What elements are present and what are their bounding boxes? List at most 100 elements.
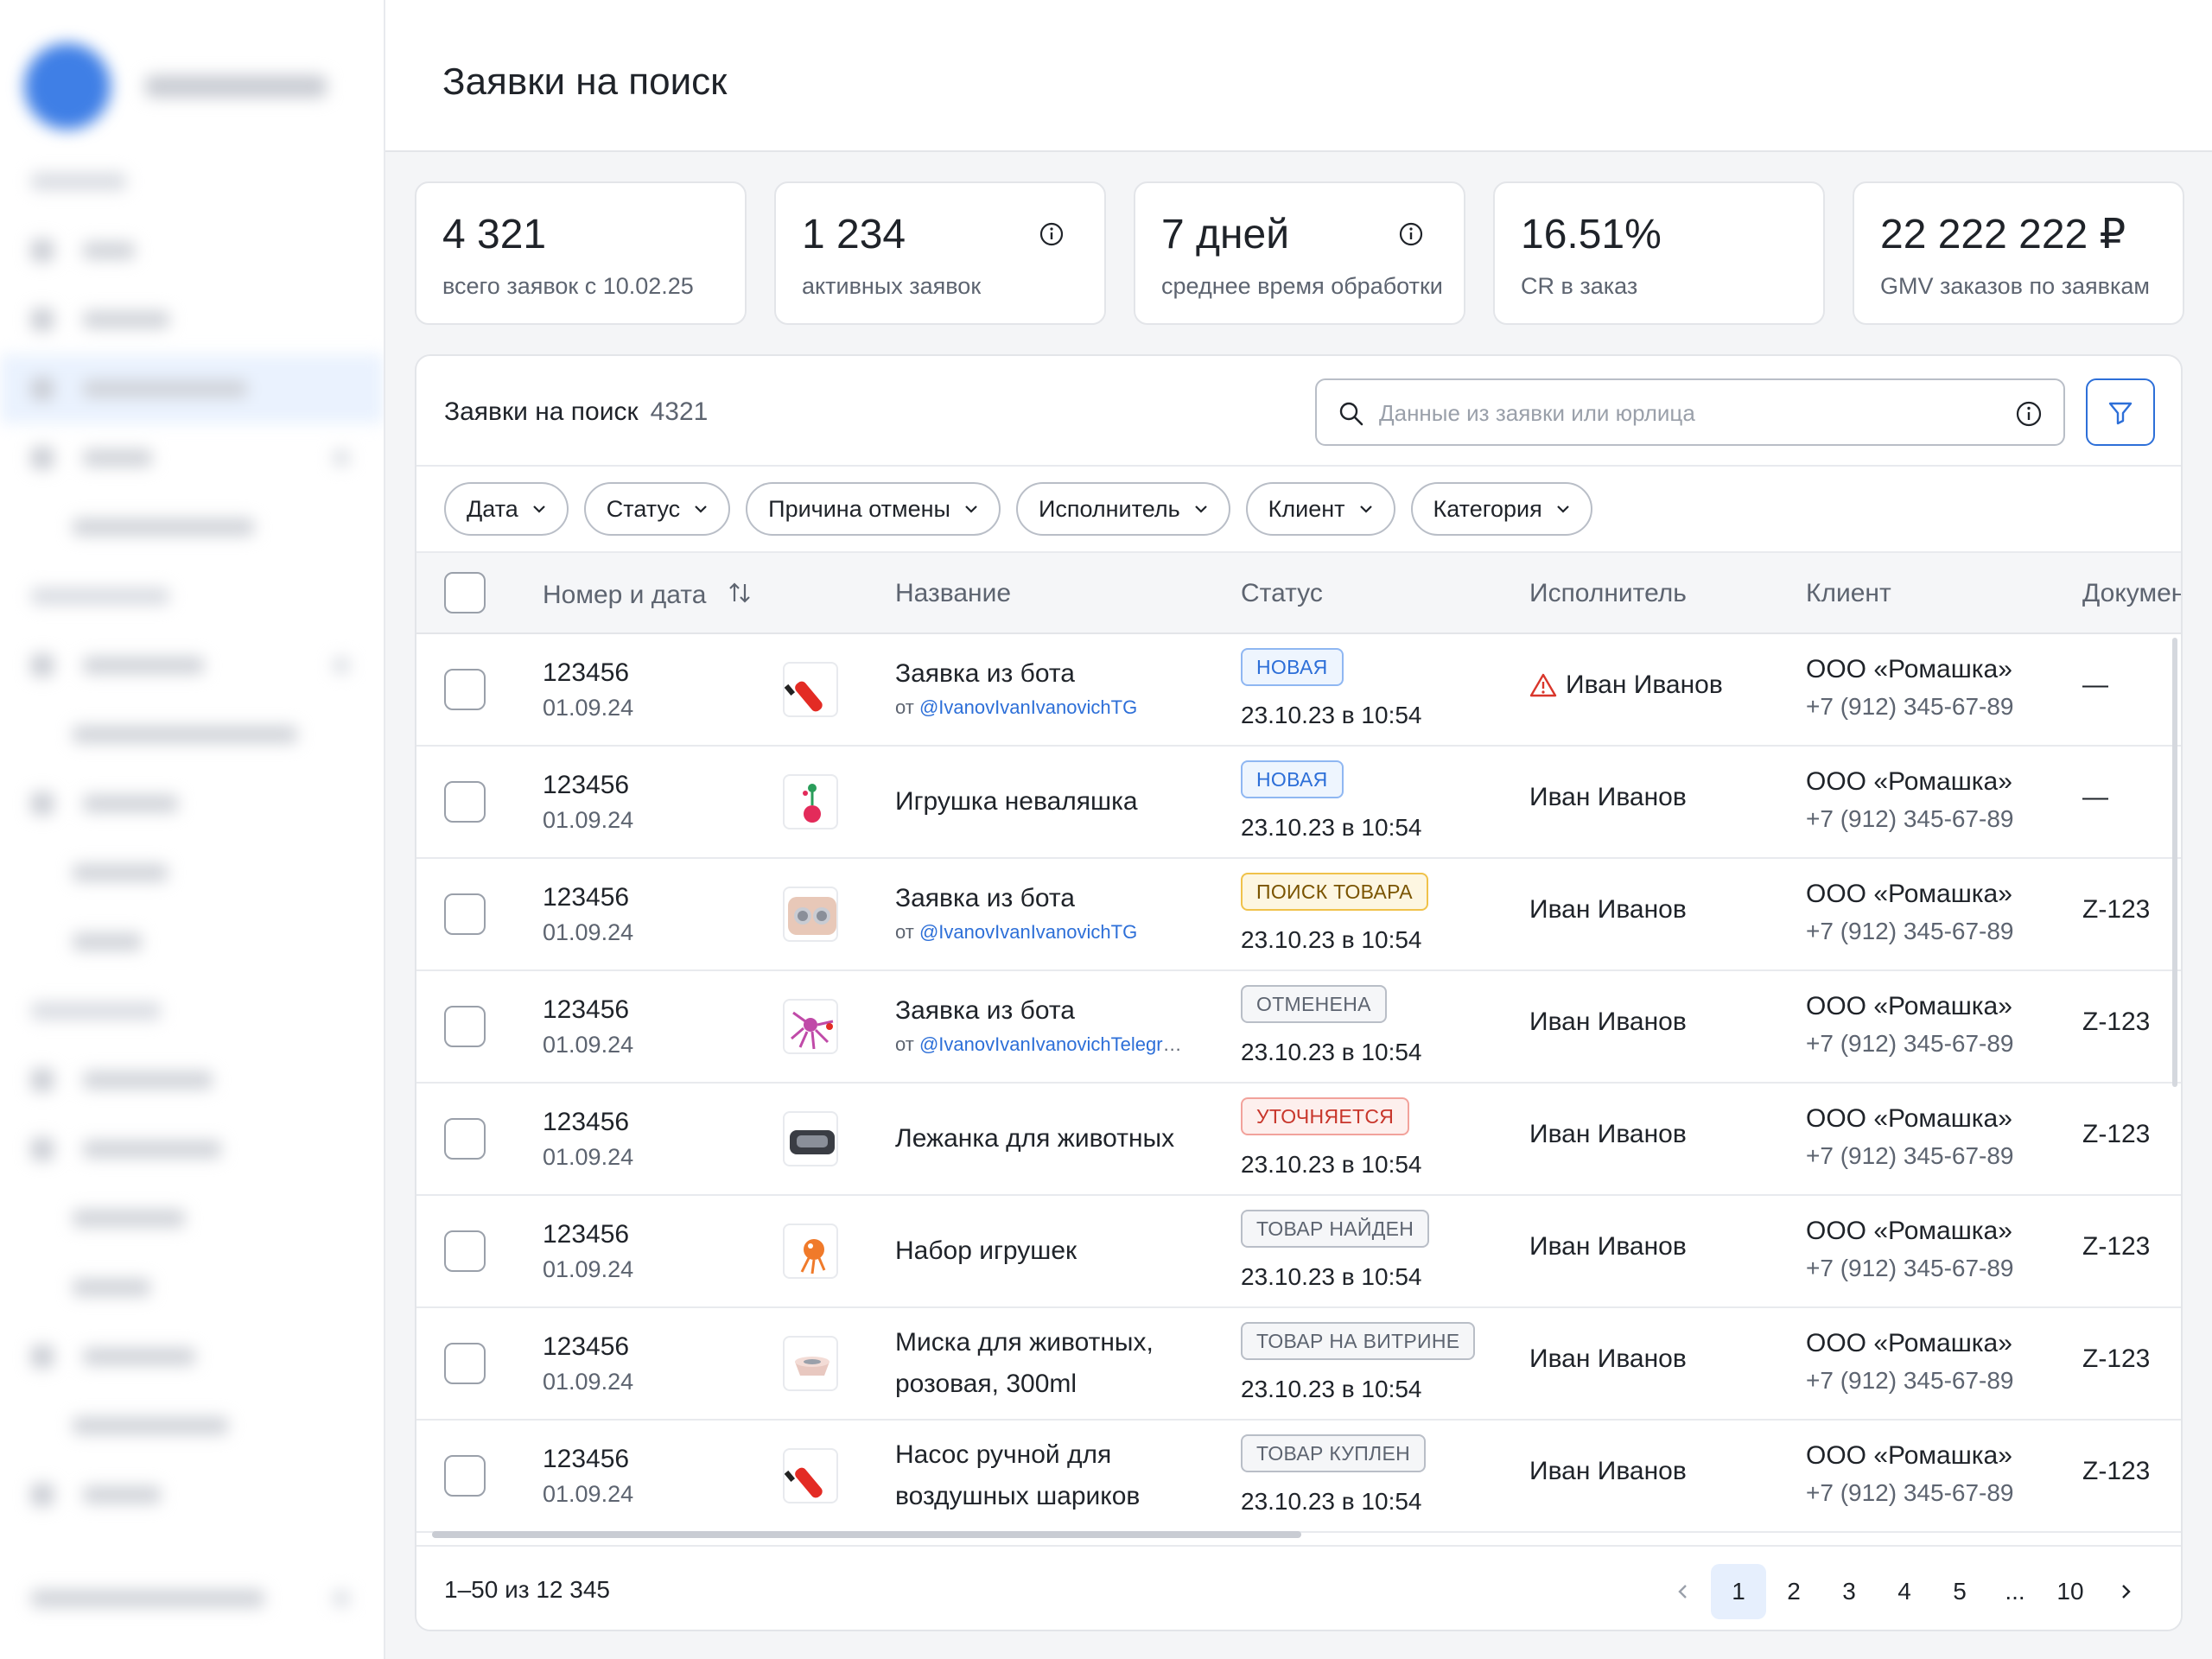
column-header-documents[interactable]: Докумен — [2082, 579, 2183, 607]
table-row[interactable]: 123456 01.09.24 Заявка из бота от @Ivano… — [416, 859, 2181, 971]
kpi-card-avg-time: 7 дней среднее время обработки — [1134, 181, 1465, 325]
filter-chip-category[interactable]: Категория — [1410, 482, 1592, 536]
row-checkbox[interactable] — [444, 893, 486, 935]
request-name[interactable]: Лежанка для животных — [895, 1124, 1175, 1153]
row-checkbox[interactable] — [444, 1343, 486, 1384]
sidebar-subitem[interactable] — [0, 838, 384, 907]
sidebar-subitem[interactable] — [0, 1184, 384, 1253]
sidebar-item[interactable] — [0, 1564, 384, 1633]
request-name[interactable]: Набор игрушек — [895, 1236, 1077, 1265]
request-number: 123456 — [543, 1108, 630, 1136]
row-checkbox[interactable] — [444, 669, 486, 710]
page-button-1[interactable]: 1 — [1711, 1564, 1766, 1619]
request-name[interactable]: Игрушка неваляшка — [895, 787, 1138, 816]
filter-chip-cancel-reason[interactable]: Причина отмены — [746, 482, 1001, 536]
document-link[interactable]: Z-123 — [2082, 1344, 2151, 1373]
sidebar-item[interactable] — [0, 1322, 384, 1391]
sidebar-subitem[interactable] — [0, 907, 384, 976]
client-name: ООО «Ромашка» — [1806, 992, 2012, 1020]
sidebar-item[interactable] — [0, 1115, 384, 1184]
status-badge: ТОВАР НА ВИТРИНЕ — [1241, 1322, 1476, 1360]
filter-chip-date[interactable]: Дата — [444, 482, 569, 536]
document-link[interactable]: Z-123 — [2082, 1007, 2151, 1036]
search-input[interactable] — [1379, 392, 1984, 434]
request-name[interactable]: Насос ручной для воздушных шариков — [895, 1440, 1141, 1510]
column-header-name[interactable]: Название — [895, 579, 1012, 607]
row-checkbox[interactable] — [444, 1118, 486, 1160]
telegram-link[interactable]: @IvanovIvanIvanovichTG — [918, 696, 1138, 718]
kpi-label: всего заявок с 10.02.25 — [442, 273, 694, 299]
info-icon[interactable] — [1039, 221, 1065, 247]
column-header-number[interactable]: Номер и дата — [543, 579, 753, 610]
sidebar-item[interactable] — [0, 631, 384, 700]
filter-chip-status[interactable]: Статус — [583, 482, 731, 536]
row-checkbox[interactable] — [444, 781, 486, 823]
sidebar-subitem[interactable] — [0, 1253, 384, 1322]
sidebar-item[interactable] — [0, 769, 384, 838]
document-link[interactable]: Z-123 — [2082, 1232, 2151, 1261]
kpi-value: 22 222 222 ₽ — [1880, 212, 2126, 257]
sort-icon[interactable] — [726, 579, 753, 607]
request-name[interactable]: Миска для животных, розовая, 300ml — [895, 1328, 1154, 1398]
horizontal-scrollbar[interactable] — [432, 1531, 1301, 1538]
client-name: ООО «Ромашка» — [1806, 767, 2012, 796]
filter-button[interactable] — [2086, 378, 2155, 446]
column-header-status[interactable]: Статус — [1241, 579, 1323, 607]
row-checkbox[interactable] — [444, 1455, 486, 1497]
row-checkbox[interactable] — [444, 1230, 486, 1272]
page-button-2[interactable]: 2 — [1787, 1578, 1801, 1605]
row-checkbox[interactable] — [444, 1006, 486, 1047]
prev-page-button[interactable] — [1656, 1564, 1711, 1619]
column-header-executor[interactable]: Исполнитель — [1529, 579, 1687, 607]
filter-icon — [2108, 402, 2133, 425]
sidebar-item[interactable] — [0, 216, 384, 285]
pagination-range: 1–50 из 12 345 — [444, 1576, 610, 1603]
request-name[interactable]: Заявка из бота — [895, 996, 1075, 1025]
status-badge: НОВАЯ — [1241, 648, 1344, 686]
logo-text — [145, 75, 327, 98]
search-box[interactable] — [1315, 378, 2065, 446]
page-button-5[interactable]: 5 — [1953, 1578, 1967, 1605]
telegram-link[interactable]: @IvanovIvanIvanovichTG — [918, 921, 1138, 943]
sidebar-item[interactable] — [0, 1460, 384, 1529]
table-row[interactable]: 123456 01.09.24 Миска для животных, розо… — [416, 1308, 2181, 1421]
sidebar-subitem[interactable] — [0, 1391, 384, 1460]
filter-chip-executor[interactable]: Исполнитель — [1015, 482, 1230, 536]
status-badge: ПОИСК ТОВАРА — [1241, 873, 1428, 911]
sidebar-item[interactable] — [0, 285, 384, 354]
sidebar-subitem[interactable] — [0, 700, 384, 769]
table-row[interactable]: 123456 01.09.24 Заявка из бота от @Ivano… — [416, 634, 2181, 747]
client-name: ООО «Ромашка» — [1806, 1329, 2012, 1357]
vertical-scrollbar[interactable] — [2172, 638, 2177, 1087]
table-row[interactable]: 123456 01.09.24 Насос ручной для воздушн… — [416, 1421, 2181, 1533]
request-date: 01.09.24 — [543, 1032, 634, 1058]
document-link[interactable]: Z-123 — [2082, 1120, 2151, 1148]
sidebar-item-active[interactable] — [0, 354, 384, 423]
table-row[interactable]: 123456 01.09.24 Лежанка для животных УТО… — [416, 1084, 2181, 1196]
column-header-client[interactable]: Клиент — [1806, 579, 1891, 607]
table-row[interactable]: 123456 01.09.24 Заявка из бота от @Ivano… — [416, 971, 2181, 1084]
client-name: ООО «Ромашка» — [1806, 880, 2012, 908]
request-name[interactable]: Заявка из бота — [895, 884, 1075, 912]
table-row[interactable]: 123456 01.09.24 Набор игрушек ТОВАР НАЙД… — [416, 1196, 2181, 1308]
next-page-button[interactable] — [2098, 1564, 2153, 1619]
sidebar-item[interactable] — [0, 423, 384, 493]
select-all-checkbox[interactable] — [444, 572, 486, 613]
page-button-4[interactable]: 4 — [1897, 1578, 1911, 1605]
panel-count: 4321 — [650, 397, 709, 426]
status-date: 23.10.23 в 10:54 — [1241, 926, 1422, 953]
page-button-10[interactable]: 10 — [2056, 1578, 2084, 1605]
info-icon[interactable] — [1398, 221, 1424, 247]
sidebar-logo[interactable] — [0, 26, 384, 147]
info-icon[interactable] — [2015, 400, 2043, 428]
table-row[interactable]: 123456 01.09.24 Игрушка неваляшка НОВАЯ … — [416, 747, 2181, 859]
request-date: 01.09.24 — [543, 1256, 634, 1282]
sidebar-item[interactable] — [0, 1046, 384, 1115]
document-link[interactable]: Z-123 — [2082, 895, 2151, 924]
sidebar-subitem[interactable] — [0, 493, 384, 562]
filter-chip-client[interactable]: Клиент — [1245, 482, 1395, 536]
page-button-3[interactable]: 3 — [1842, 1578, 1856, 1605]
telegram-link[interactable]: @IvanovIvanIvanovichTelegra... — [918, 1033, 1189, 1055]
document-link[interactable]: Z-123 — [2082, 1457, 2151, 1485]
request-name[interactable]: Заявка из бота — [895, 659, 1075, 688]
